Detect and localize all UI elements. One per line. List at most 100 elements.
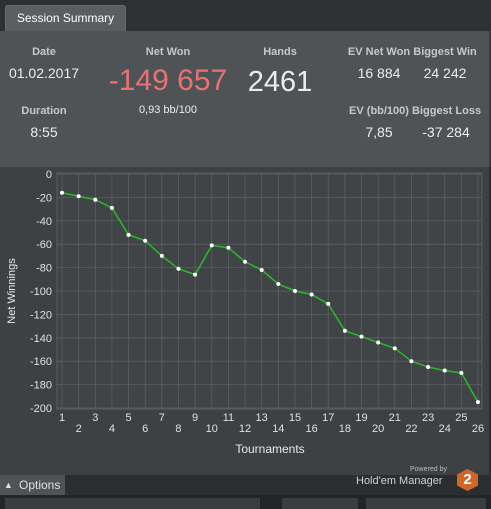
series-points xyxy=(60,190,480,405)
data-point xyxy=(359,334,364,339)
data-point xyxy=(76,194,81,199)
session-summary-panel: Date 01.02.2017 Duration 8:55 Net Won -1… xyxy=(0,31,491,167)
x-tick-label: 8 xyxy=(175,423,181,435)
brand-name: Hold'em Manager xyxy=(356,475,443,487)
data-point xyxy=(226,245,231,250)
x-tick-label: 25 xyxy=(455,412,467,424)
duration-value: 8:55 xyxy=(30,124,58,140)
data-point xyxy=(409,359,414,364)
x-axis-label: Tournaments xyxy=(235,442,304,456)
data-point xyxy=(276,281,281,286)
bottom-panel-left xyxy=(5,498,260,509)
powered-by-text: Powered by xyxy=(410,466,447,473)
date-value: 01.02.2017 xyxy=(8,65,80,81)
y-tick-label: -20 xyxy=(36,192,52,204)
y-tick-label: -180 xyxy=(30,380,52,392)
ev-bb-label: EV (bb/100) xyxy=(349,105,409,117)
x-tick-label: 1 xyxy=(59,412,65,424)
hands-label: Hands xyxy=(263,46,297,58)
y-tick-label: -100 xyxy=(30,286,52,298)
x-tick-label: 6 xyxy=(142,423,148,435)
x-tick-label: 23 xyxy=(422,412,434,424)
data-point xyxy=(126,232,131,237)
data-point xyxy=(476,400,480,405)
x-tick-label: 5 xyxy=(125,412,131,424)
x-ticks: 1234567891011121314151617181920212223242… xyxy=(59,412,484,435)
data-point xyxy=(326,301,331,306)
data-point xyxy=(459,370,464,375)
y-tick-label: -160 xyxy=(30,356,52,368)
data-point xyxy=(392,346,397,351)
y-tick-label: -200 xyxy=(30,403,52,415)
ev-net-won-label: EV Net Won xyxy=(347,46,411,58)
x-tick-label: 24 xyxy=(439,423,451,435)
data-point xyxy=(176,266,181,271)
data-point xyxy=(376,340,381,345)
data-point xyxy=(426,365,431,370)
net-won-label: Net Won xyxy=(145,46,191,58)
x-tick-label: 9 xyxy=(192,412,198,424)
options-label: Options xyxy=(19,478,61,492)
x-tick-label: 3 xyxy=(92,412,98,424)
data-point xyxy=(209,243,214,248)
y-tick-label: -140 xyxy=(30,333,52,345)
x-tick-label: 4 xyxy=(109,423,115,435)
data-point xyxy=(193,272,198,277)
biggest-loss-label: Biggest Loss xyxy=(412,105,482,117)
x-tick-label: 7 xyxy=(159,412,165,424)
x-tick-label: 11 xyxy=(223,412,234,424)
data-point xyxy=(309,292,314,297)
y-tick-label: -40 xyxy=(36,216,52,228)
x-tick-label: 17 xyxy=(322,412,334,424)
brand-badge-icon: 2 xyxy=(457,469,478,491)
net-won-rate: 0,93 bb/100 xyxy=(138,104,198,116)
hands-value: 2461 xyxy=(247,66,313,98)
net-won-value: -149 657 xyxy=(108,64,228,97)
x-tick-label: 20 xyxy=(372,423,384,435)
biggest-win-value: 24 242 xyxy=(423,65,467,81)
x-tick-label: 14 xyxy=(272,423,284,435)
biggest-loss-value: -37 284 xyxy=(422,124,470,140)
data-point xyxy=(143,238,148,243)
bottom-bar xyxy=(0,495,491,509)
duration-label: Duration xyxy=(21,105,67,117)
x-tick-label: 26 xyxy=(472,423,484,435)
data-point xyxy=(109,205,114,210)
x-tick-label: 2 xyxy=(76,423,82,435)
y-axis-label: Net Winnings xyxy=(6,258,18,324)
x-tick-label: 16 xyxy=(305,423,317,435)
data-point xyxy=(292,289,297,293)
y-tick-label: -120 xyxy=(30,309,52,321)
y-tick-label: 0 xyxy=(46,169,52,181)
data-point xyxy=(259,267,264,272)
y-tick-label: -60 xyxy=(36,239,52,251)
biggest-win-label: Biggest Win xyxy=(413,46,477,58)
tab-session-summary[interactable]: Session Summary xyxy=(5,5,126,31)
grid xyxy=(57,173,482,409)
options-button[interactable]: ▲ Options xyxy=(0,475,65,495)
data-point xyxy=(93,197,98,202)
x-tick-label: 15 xyxy=(289,412,301,424)
bottom-panel-mid xyxy=(282,498,358,509)
y-ticks: 0 -20 -40 -60 -80 -100 -120 -140 -160 -180 -200 xyxy=(30,169,52,415)
chevron-up-icon: ▲ xyxy=(4,480,13,490)
data-point xyxy=(442,368,447,373)
x-tick-label: 21 xyxy=(389,412,401,424)
data-point xyxy=(60,190,64,195)
bottom-panel-right xyxy=(366,498,486,509)
x-tick-label: 12 xyxy=(239,423,251,435)
data-point xyxy=(342,328,347,333)
tab-bar: Session Summary xyxy=(0,0,491,32)
ev-bb-value: 7,85 xyxy=(365,124,393,140)
series-line xyxy=(61,191,479,403)
x-tick-label: 22 xyxy=(405,423,417,435)
date-label: Date xyxy=(32,46,56,58)
data-point xyxy=(159,253,164,258)
data-point xyxy=(243,259,248,264)
x-tick-label: 13 xyxy=(256,412,268,424)
x-tick-label: 19 xyxy=(355,412,367,424)
x-tick-label: 10 xyxy=(206,423,218,435)
chart-svg: 0-20-40-60-80-100-120-140-160-180-200 12… xyxy=(6,169,484,456)
ev-net-won-value: 16 884 xyxy=(357,65,401,81)
